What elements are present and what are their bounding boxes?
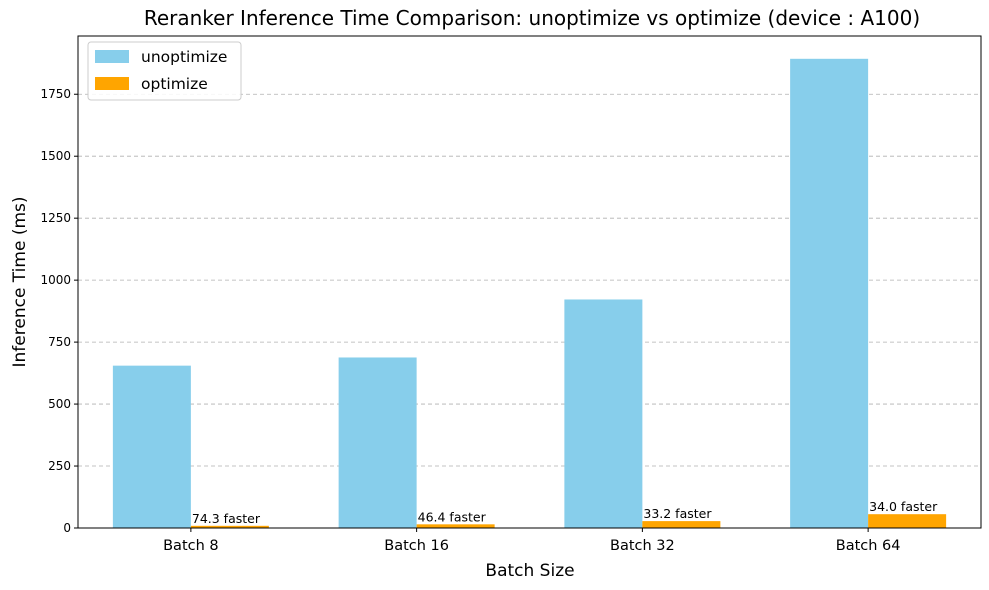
legend-label-optimize: optimize [141, 75, 208, 93]
x-axis-label: Batch Size [485, 561, 574, 581]
plot-frame [77, 35, 982, 529]
bar-optimize-3 [642, 521, 721, 528]
bar-unoptimize-1 [112, 365, 191, 528]
legend: unoptimize optimize [87, 41, 242, 101]
x-tick-label: Batch 8 [163, 538, 219, 554]
speedup-label: 33.2 faster [643, 506, 712, 521]
y-axis: 0 250 500 750 1000 1250 1500 1750 [40, 87, 78, 535]
speedup-label: 46.4 faster [418, 509, 487, 524]
chart-title: Reranker Inference Time Comparison: unop… [144, 6, 920, 30]
y-tick-label: 0 [63, 521, 71, 535]
y-tick-label: 1250 [40, 211, 71, 225]
y-tick-label: 1000 [40, 273, 71, 287]
bar-unoptimize-4 [790, 58, 869, 528]
bar-optimize-2 [416, 524, 495, 528]
speedup-label: 74.3 faster [192, 511, 261, 526]
y-axis-label: Inference Time (ms) [10, 197, 30, 368]
x-tick-label: Batch 64 [836, 538, 901, 554]
legend-swatch-unoptimize [95, 50, 129, 63]
bar-unoptimize-3 [564, 299, 643, 528]
x-tick-label: Batch 16 [384, 538, 449, 554]
bar-annotations: 74.3 faster 46.4 faster 33.2 faster 34.0 fa… [192, 499, 938, 526]
bar-optimize-4 [868, 514, 947, 528]
speedup-label: 34.0 faster [869, 499, 938, 514]
y-tick-label: 1500 [40, 149, 71, 163]
y-tick-label: 750 [48, 335, 71, 349]
y-tick-label: 500 [48, 397, 71, 411]
y-tick-label: 250 [48, 459, 71, 473]
bar-unoptimize-2 [338, 357, 417, 528]
bars [112, 58, 947, 528]
x-axis: Batch 8 Batch 16 Batch 32 Batch 64 [163, 528, 901, 554]
x-tick-label: Batch 32 [610, 538, 675, 554]
legend-swatch-optimize [95, 77, 129, 90]
legend-label-unoptimize: unoptimize [141, 48, 227, 66]
bar-optimize-1 [190, 525, 269, 528]
y-tick-label: 1750 [40, 87, 71, 101]
